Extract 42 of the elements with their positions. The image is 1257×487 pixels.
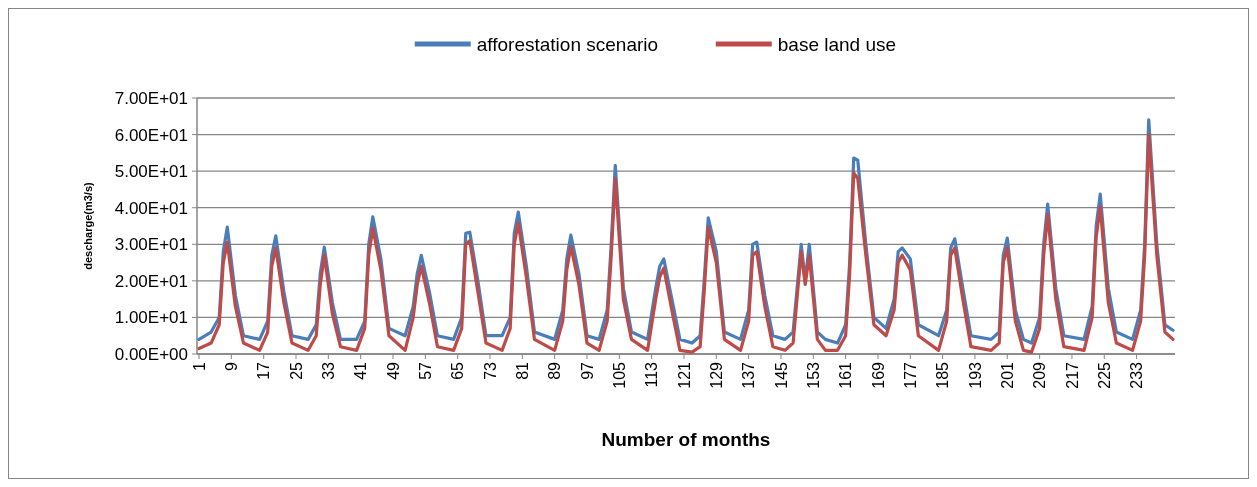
x-tick-label: 1	[190, 361, 208, 371]
x-tick-label: 41	[352, 361, 370, 380]
y-tick-label: 4.00E+01	[114, 198, 188, 218]
x-tick-label: 193	[966, 361, 984, 389]
y-tick-label: 7.00E+01	[114, 88, 188, 108]
y-axis-title: descharge(m3/s)	[82, 181, 94, 270]
x-tick-label: 137	[740, 361, 758, 389]
x-tick-label: 145	[772, 361, 790, 389]
x-tick-label: 17	[255, 361, 273, 380]
x-tick-label: 73	[481, 361, 499, 380]
x-tick-label: 89	[546, 361, 564, 380]
y-tick-label: 5.00E+01	[114, 162, 188, 182]
x-tick-label: 65	[449, 361, 467, 380]
x-tick-label: 233	[1128, 361, 1146, 389]
y-tick-label: 3.00E+01	[114, 235, 188, 255]
x-tick-label: 57	[416, 361, 434, 380]
x-axis-title: Number of months	[601, 429, 771, 450]
x-tick-label: 121	[675, 361, 693, 389]
x-tick-label: 113	[643, 361, 661, 388]
x-tick-label: 217	[1063, 361, 1081, 389]
x-tick-label: 81	[513, 361, 531, 380]
y-tick-label: 6.00E+01	[114, 125, 188, 145]
x-tick-label: 25	[287, 361, 305, 380]
x-tick-label: 49	[384, 361, 402, 380]
y-tick-label: 2.00E+01	[114, 271, 188, 291]
legend-label: base land use	[777, 33, 897, 55]
x-tick-label: 9	[222, 361, 240, 371]
x-tick-label: 153	[804, 361, 822, 389]
x-tick-label: 161	[837, 361, 855, 389]
x-tick-label: 33	[319, 361, 337, 380]
x-tick-label: 169	[869, 361, 887, 389]
y-tick-label: 0.00E+00	[114, 344, 188, 364]
x-tick-label: 225	[1095, 361, 1113, 389]
x-tick-label: 209	[1031, 361, 1049, 389]
x-tick-label: 97	[578, 361, 596, 380]
y-tick-label: 1.00E+01	[114, 308, 188, 328]
x-tick-label: 201	[998, 361, 1016, 389]
x-tick-label: 185	[934, 361, 952, 389]
legend-label: afforestation scenario	[476, 33, 659, 55]
x-tick-label: 129	[707, 361, 725, 389]
x-tick-label: 105	[610, 361, 628, 389]
x-tick-label: 177	[901, 361, 919, 389]
